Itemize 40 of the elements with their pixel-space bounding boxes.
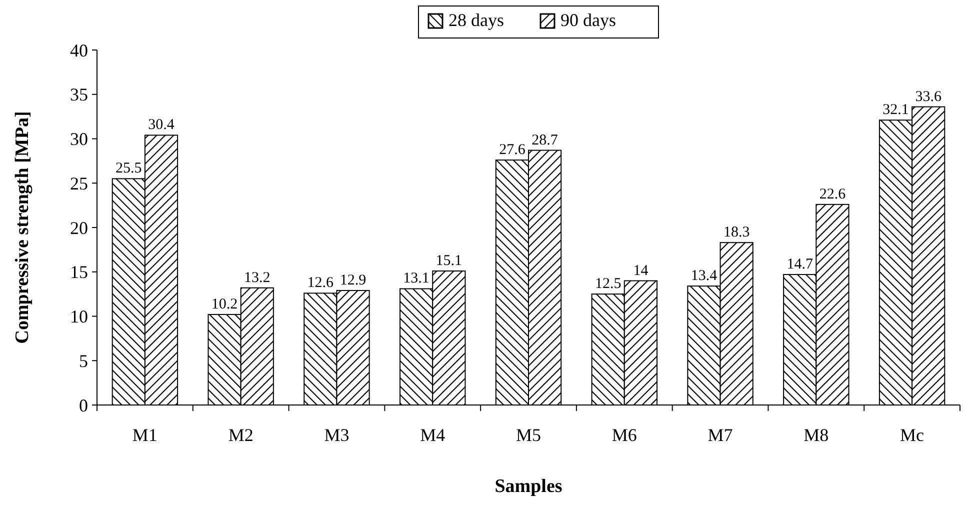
data-label: 30.4 [148,117,175,134]
y-tick-label: 25 [70,173,88,194]
x-tick-label: M2 [228,425,254,445]
y-tick-label: 35 [70,84,88,105]
x-axis-title: Samples [494,476,562,497]
x-tick-label: M3 [324,425,350,445]
data-label: 12.6 [307,275,334,292]
data-label: 28.7 [532,132,558,148]
y-tick-label: 0 [79,395,88,416]
x-tick-label: M6 [612,425,637,445]
data-label: 12.5 [594,276,622,292]
y-tick-label: 5 [79,350,88,371]
y-axis-title: Compressive strength [MPa] [12,111,33,344]
data-label: 14 [633,262,649,279]
data-label: 22.6 [819,186,846,202]
legend-label: 28 days [448,10,504,30]
x-tick-label: M5 [516,425,542,445]
data-label: 27.6 [499,142,526,158]
legend-label: 90 days [560,10,616,30]
data-label: 25.5 [116,160,142,177]
data-label: 15.1 [436,252,462,269]
data-label: 13.1 [403,270,430,287]
data-label: 18.3 [723,224,750,241]
data-label: 14.7 [786,256,814,273]
data-label: 13.2 [244,270,270,286]
data-label: 33.6 [915,88,942,105]
x-tick-label: M1 [132,425,158,445]
x-tick-label: M7 [708,425,733,445]
y-tick-label: 15 [70,262,88,282]
y-tick-label: 20 [70,218,88,238]
x-tick-label: M8 [804,425,829,445]
data-label: 10.2 [211,296,238,312]
data-label: 32.1 [882,102,909,118]
y-tick-label: 10 [70,306,88,327]
data-label: 13.4 [690,268,718,284]
y-tick-label: 30 [70,129,88,150]
y-tick-label: 40 [70,40,88,60]
data-label: 12.9 [340,272,366,289]
x-tick-label: M4 [420,425,446,445]
x-tick-label: Mc [900,425,924,445]
